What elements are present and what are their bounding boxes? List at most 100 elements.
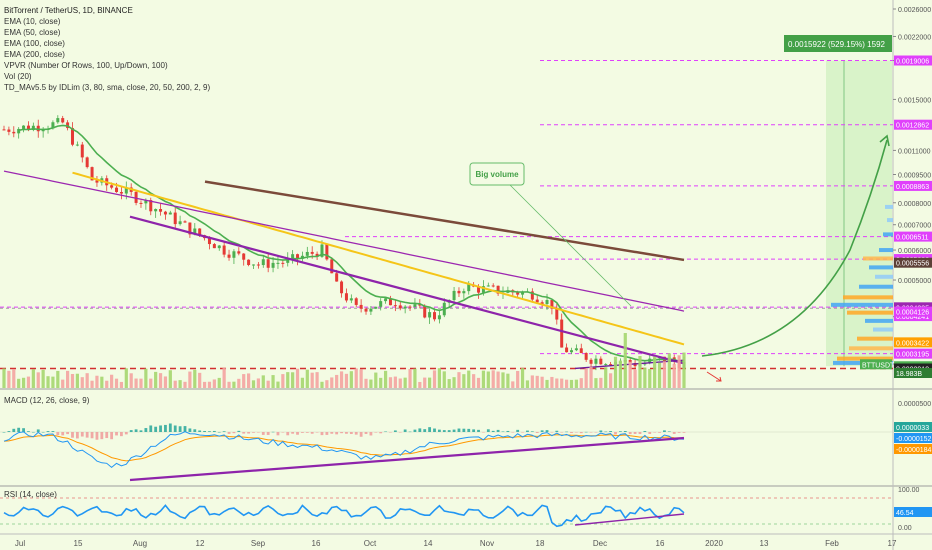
macd-histogram-bar	[663, 430, 666, 432]
candle-body	[486, 285, 490, 287]
volume-bar	[110, 374, 114, 388]
macd-histogram-bar	[643, 430, 647, 432]
macd-value-box	[894, 433, 932, 443]
candle-body	[207, 238, 211, 245]
volume-bar	[51, 376, 55, 388]
macd-histogram-bar	[7, 431, 11, 432]
volume-profile-bar	[849, 346, 893, 351]
volume-bar	[154, 371, 158, 388]
candle-body	[545, 300, 549, 304]
macd-histogram-bar	[36, 429, 40, 432]
indicator-ema100[interactable]: EMA (100, close)	[4, 39, 65, 48]
ema100-line	[3, 170, 685, 312]
candle-body	[305, 251, 309, 256]
macd-label[interactable]: MACD (12, 26, close, 9)	[4, 396, 90, 405]
measure-label-box	[784, 35, 892, 52]
macd-histogram-bar	[115, 432, 118, 436]
macd-histogram-bar	[31, 431, 35, 433]
macd-histogram-bar	[482, 432, 485, 433]
volume-bar	[251, 380, 256, 388]
volume-bar	[638, 356, 642, 388]
candle-body	[535, 299, 539, 303]
symbol-title[interactable]: BitTorrent / TetherUS, 1D, BINANCE	[4, 6, 133, 15]
candle-body	[579, 348, 583, 354]
macd-histogram-bar	[129, 430, 133, 432]
volume-bar	[261, 375, 265, 388]
projection-arrow	[701, 139, 888, 357]
candle-body	[154, 209, 158, 212]
price-tick-label: 0.0005000	[898, 278, 931, 285]
macd-histogram-bar	[193, 429, 197, 432]
macd-histogram-bar	[310, 432, 314, 434]
macd-histogram-bar	[389, 432, 392, 433]
macd-histogram-bar	[423, 429, 427, 432]
macd-histogram-bar	[178, 426, 182, 432]
macd-histogram-bar	[467, 428, 471, 432]
chart-legend: BitTorrent / TetherUS, 1D, BINANCE EMA (…	[4, 5, 210, 93]
indicator-ema50[interactable]: EMA (50, close)	[4, 28, 61, 37]
volume-bar	[295, 368, 300, 388]
indicator-vpvr[interactable]: VPVR (Number Of Rows, 100, Up/Down, 100)	[4, 61, 168, 70]
macd-histogram-bar	[325, 432, 329, 435]
candle-body	[530, 291, 534, 300]
volume-bar	[623, 333, 627, 388]
macd-histogram-bar	[139, 430, 143, 432]
volume-bar	[188, 371, 192, 388]
macd-histogram-bar	[619, 431, 622, 432]
rsi-line	[3, 504, 685, 528]
macd-histogram-bar	[105, 432, 109, 439]
candle-body	[75, 144, 79, 146]
volume-bar	[403, 377, 407, 388]
volume-bar	[90, 380, 94, 388]
time-tick-label: Feb	[825, 539, 839, 548]
macd-histogram-bar	[369, 432, 373, 436]
macd-line	[3, 431, 685, 469]
candle-body	[340, 281, 344, 294]
macd-histogram-bar	[398, 432, 402, 433]
big-volume-callout	[469, 162, 525, 186]
indicator-volume[interactable]: Vol (20)	[4, 72, 32, 81]
volume-bar	[85, 373, 89, 388]
candle-body	[310, 251, 314, 254]
candle-body	[388, 298, 392, 306]
macd-histogram-bar	[633, 432, 637, 434]
volume-profile-bar	[873, 327, 893, 332]
indicator-td-ma[interactable]: TD_MAv5.5 by IDLim (3, 80, sma, close, 2…	[4, 83, 211, 92]
time-tick-label: 16	[312, 539, 321, 548]
candle-body	[516, 292, 520, 295]
volume-bar	[462, 374, 466, 388]
volume-bar	[212, 379, 216, 388]
volume-bar	[574, 379, 578, 388]
volume-bar	[467, 370, 471, 388]
volume-bar	[682, 352, 686, 388]
macd-histogram-bar	[51, 431, 55, 432]
candle-body	[149, 200, 153, 212]
macd-histogram-bar	[203, 430, 206, 432]
candle-body	[300, 255, 304, 259]
volume-profile-bar	[863, 256, 893, 261]
price-label-box	[894, 348, 932, 359]
macd-histogram-bar	[354, 432, 358, 435]
indicator-ema10[interactable]: EMA (10, close)	[4, 17, 61, 26]
macd-histogram-bar	[144, 428, 148, 432]
candle-body	[217, 245, 221, 249]
candle-body	[222, 245, 226, 255]
candle-body	[115, 187, 119, 193]
macd-histogram-bar	[276, 432, 280, 436]
price-tick-label: 0.0006000	[898, 248, 931, 255]
volume-bar	[677, 355, 681, 388]
volume-profile-bar	[875, 274, 893, 279]
candle-body	[599, 358, 603, 365]
volume-bar	[232, 381, 236, 388]
rsi-label[interactable]: RSI (14, close)	[4, 490, 57, 499]
candle-body	[163, 211, 167, 215]
macd-histogram-bar	[159, 425, 162, 432]
macd-histogram-bar	[247, 432, 251, 434]
indicator-ema200[interactable]: EMA (200, close)	[4, 50, 65, 59]
volume-bar	[418, 381, 422, 388]
volume-bar	[457, 372, 461, 388]
macd-histogram-bar	[149, 425, 153, 432]
time-tick-label: 16	[656, 539, 665, 548]
macd-histogram-bar	[22, 428, 25, 432]
